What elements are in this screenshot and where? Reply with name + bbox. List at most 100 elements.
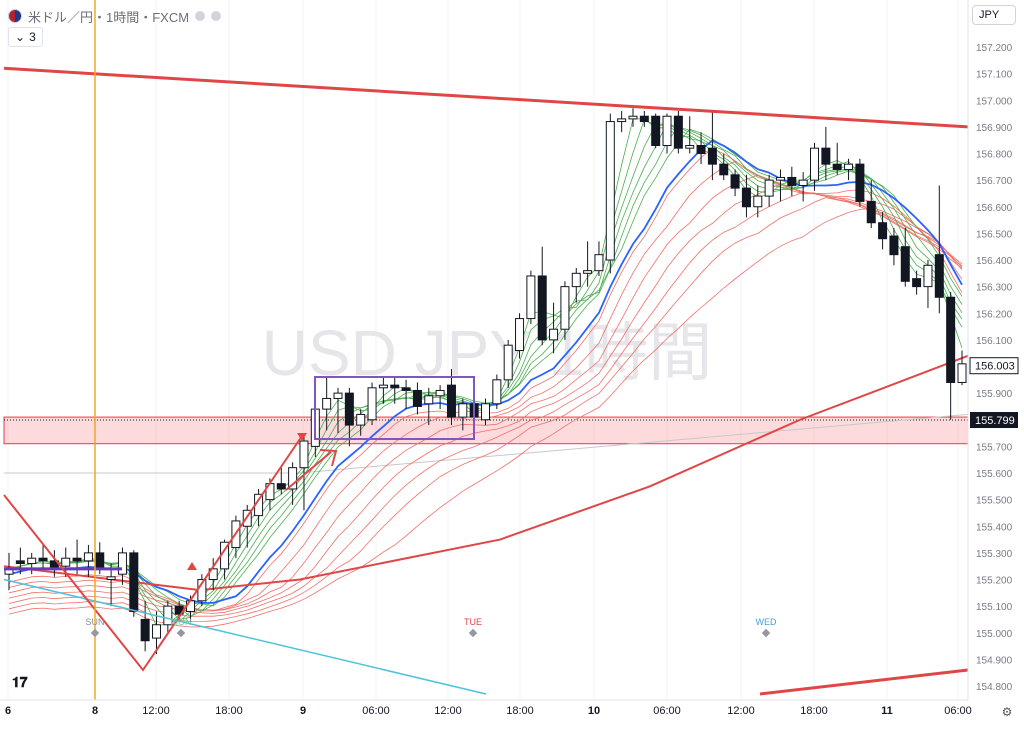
x-tick-label: 06:00 [362,705,390,717]
y-tick-label: 156.400 [976,256,1013,267]
candle-body[interactable] [95,552,105,570]
candle-body[interactable] [685,145,695,149]
candle-body[interactable] [549,328,559,341]
day-marker-diamond [761,628,771,638]
consolidation-box[interactable] [314,376,475,440]
candle-body[interactable] [810,147,820,181]
cyan-trendline[interactable] [3,578,487,695]
candle-body[interactable] [72,557,82,562]
x-tick-label: 12:00 [434,705,462,717]
candle-body[interactable] [707,147,717,165]
candle-body[interactable] [571,272,581,288]
candle-body[interactable] [821,147,831,165]
x-tick-label: 12:00 [142,705,170,717]
candle-body[interactable] [900,246,910,282]
candle-body[interactable] [889,235,899,256]
candle-body[interactable] [424,395,434,405]
candle-body[interactable] [787,176,797,186]
support-trendline[interactable] [759,668,969,696]
candle-body[interactable] [651,115,661,147]
candle-body[interactable] [946,296,956,383]
candle-body[interactable] [481,403,490,421]
candle-body[interactable] [594,254,604,272]
candle-body[interactable] [798,179,808,186]
candle-body[interactable] [333,392,343,399]
candle-body[interactable] [446,384,456,418]
up-arrow-line[interactable] [285,451,332,491]
candle-body[interactable] [719,163,729,176]
current-price-label: 156.003 [975,361,1015,373]
candle-body[interactable] [605,121,615,261]
candle-body[interactable] [83,552,93,562]
candle-body[interactable] [878,222,888,240]
resistance-trendline[interactable] [3,66,969,129]
candle-body[interactable] [412,389,422,407]
candle-body[interactable] [117,552,127,575]
candle-body[interactable] [503,344,513,381]
candle-body[interactable] [344,392,354,426]
candle-body[interactable] [957,363,967,383]
y-tick-label: 157.000 [976,96,1013,107]
candle-body[interactable] [696,145,706,154]
candle-body[interactable] [140,618,150,642]
currency-select[interactable]: JPY [972,5,1016,25]
candle-body[interactable] [186,600,196,612]
candle-body[interactable] [106,576,116,581]
candle-body[interactable] [764,179,774,197]
candle-body[interactable] [673,115,683,149]
candle-body[interactable] [537,275,547,341]
candle-body[interactable] [617,118,627,123]
candle-body[interactable] [38,557,48,562]
candle-body[interactable] [753,195,763,208]
x-tick-label: 11 [881,705,893,717]
candle-body[interactable] [583,270,593,274]
candle-body[interactable] [934,254,944,298]
y-tick-label: 157.200 [976,43,1013,54]
candle-body[interactable] [515,318,525,352]
y-tick-label: 155.200 [976,576,1013,587]
candle-body[interactable] [639,115,649,123]
candle-body[interactable] [163,605,173,626]
candle-body[interactable] [923,264,933,288]
candle-body[interactable] [866,200,876,224]
indicator-toggle[interactable]: ⌄ 3 [8,27,43,47]
candle-body[interactable] [401,387,411,391]
symbol-header[interactable]: 米ドル／円・1時間・FXCM [8,6,222,26]
day-marker-label: MON [171,617,192,627]
watermark-text: USD JPY 1時間 [262,317,713,389]
candle-body[interactable] [288,467,298,490]
candle-body[interactable] [356,413,366,426]
candle-body[interactable] [560,286,570,330]
candle-body[interactable] [129,552,139,612]
candle-body[interactable] [435,389,445,397]
candle-body[interactable] [276,483,286,490]
candle-body[interactable] [390,384,400,389]
candle-body[interactable] [775,176,785,181]
candle-body[interactable] [458,403,468,418]
candle-body[interactable] [912,278,922,288]
candle-body[interactable] [61,557,71,567]
candle-body[interactable] [15,560,25,565]
v-pattern-line[interactable] [3,435,303,672]
candle-body[interactable] [628,115,638,120]
candle-body[interactable] [151,624,161,639]
candle-body[interactable] [299,440,309,469]
candle-body[interactable] [662,115,672,147]
candle-body[interactable] [730,174,740,189]
candle-body[interactable] [855,163,865,202]
y-tick-label: 155.600 [976,469,1013,480]
candle-body[interactable] [27,557,37,565]
candle-body[interactable] [526,275,536,320]
settings-gear-icon[interactable]: ⚙ [1001,705,1013,719]
candle-body[interactable] [741,187,751,208]
candle-body[interactable] [492,379,502,405]
candle-body[interactable] [378,384,388,389]
candle-body[interactable] [367,387,377,421]
tradingview-logo: 𝟏𝟕 [12,674,28,690]
candle-body[interactable] [832,163,842,170]
candle-body[interactable] [322,397,332,410]
y-tick-label: 156.800 [976,150,1013,161]
y-tick-label: 156.700 [976,176,1013,187]
candle-body[interactable] [844,163,854,170]
